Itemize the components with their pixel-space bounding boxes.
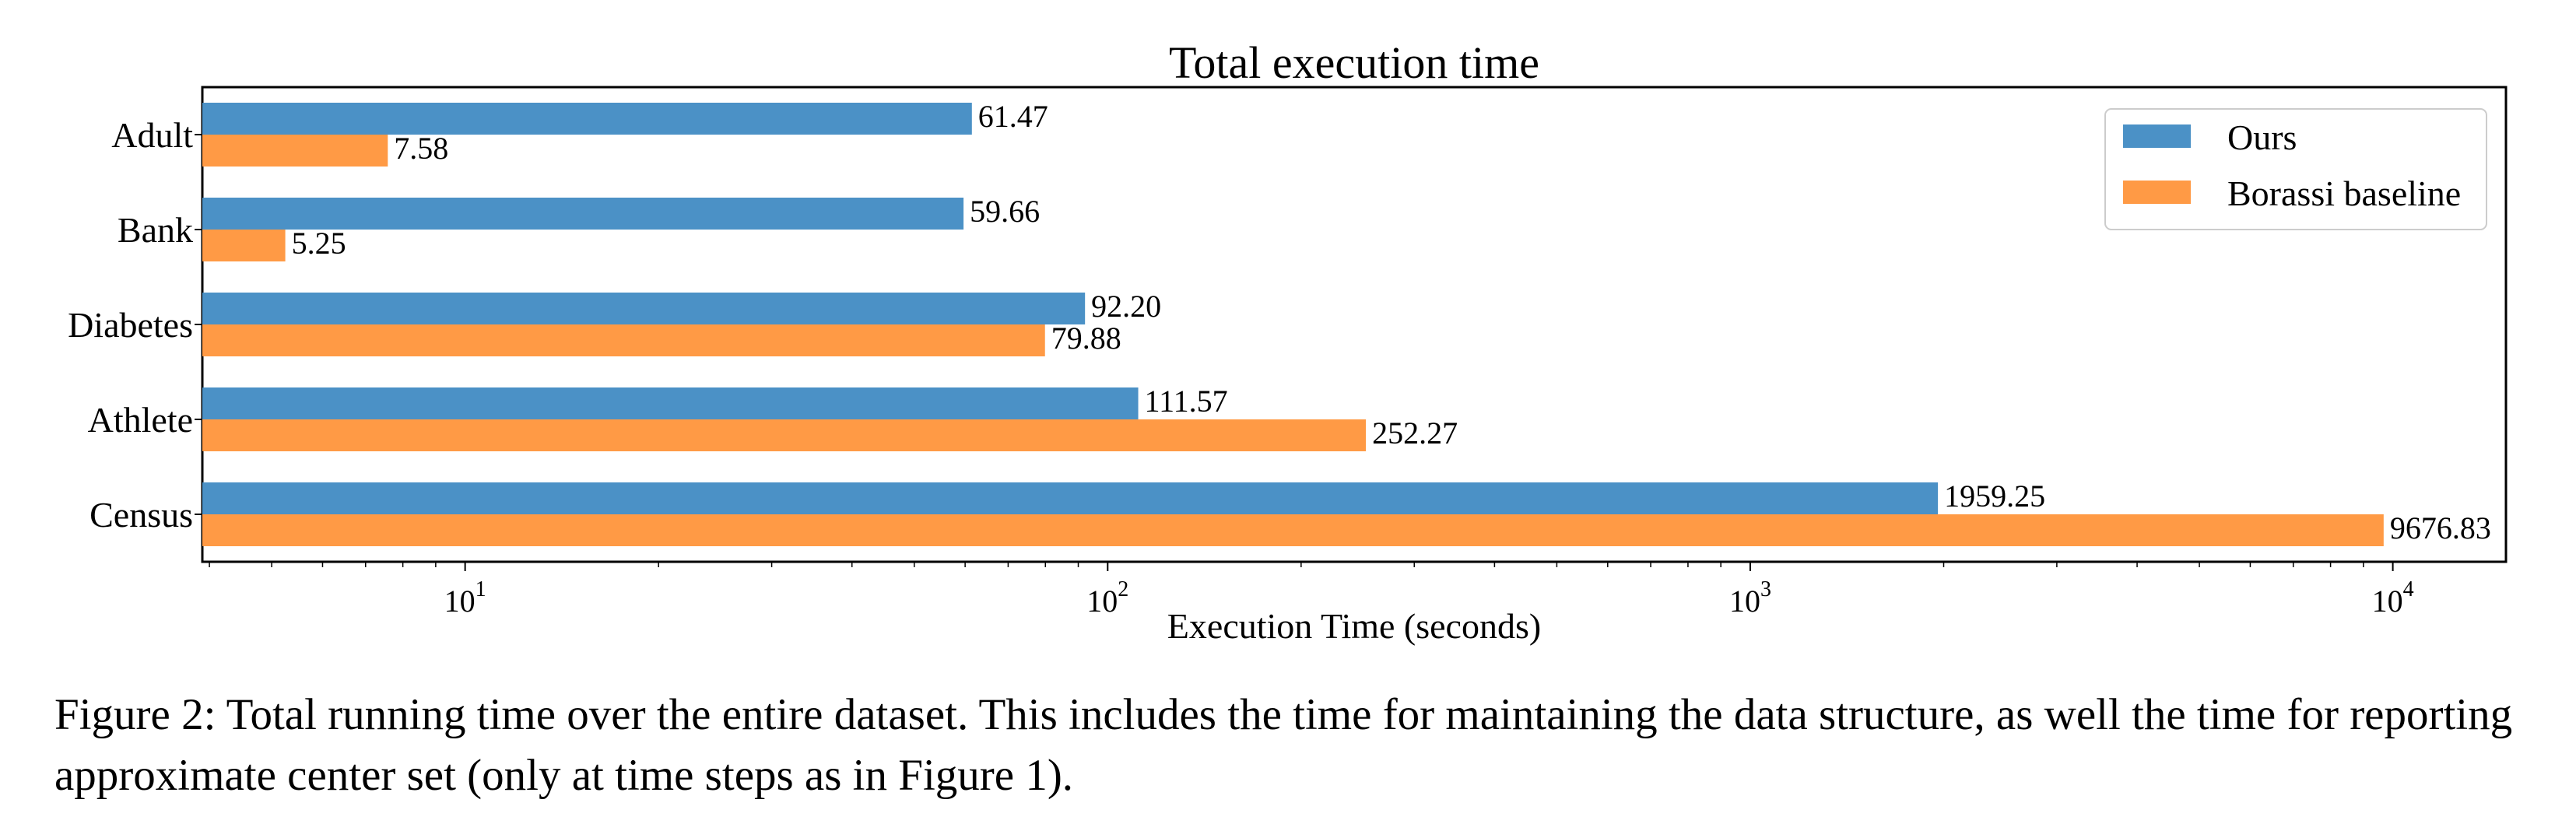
bar-census-borassi: [202, 514, 2384, 546]
x-axis-ticks: 101 102 103 104: [209, 562, 2414, 619]
bar-value-label: 7.58: [394, 131, 448, 166]
legend-label-ours: Ours: [2227, 117, 2297, 157]
bar-athlete-ours: [202, 387, 1139, 419]
bar-adult-borassi: [202, 135, 388, 167]
bar-value-label: 79.88: [1051, 321, 1121, 356]
bar-athlete-borassi: [202, 419, 1367, 451]
y-tick-label-diabetes: Diabetes: [68, 305, 193, 345]
legend-swatch-borassi: [2123, 181, 2191, 204]
bar-diabetes-borassi: [202, 324, 1045, 356]
bar-adult-ours: [202, 103, 972, 135]
bar-value-label: 61.47: [978, 99, 1048, 134]
x-axis-label: Execution Time (seconds): [1167, 606, 1541, 646]
bar-value-label: 5.25: [292, 226, 346, 261]
legend-label-borassi: Borassi baseline: [2227, 174, 2461, 213]
y-tick-label-adult: Adult: [111, 115, 193, 155]
bar-value-label: 111.57: [1145, 384, 1228, 419]
y-tick-label-census: Census: [89, 495, 193, 535]
legend-frame: [2104, 108, 2487, 230]
x-tick-label: 103: [1729, 577, 1771, 619]
bar-bank-ours: [202, 198, 964, 230]
legend-swatch-ours: [2123, 124, 2191, 148]
legend: Ours Borassi baseline: [2104, 108, 2487, 230]
x-tick-label: 101: [444, 577, 486, 619]
y-tick-label-bank: Bank: [118, 210, 193, 250]
bar-value-label: 59.66: [970, 194, 1040, 229]
x-tick-label: 102: [1086, 577, 1128, 619]
chart-title: Total execution time: [1169, 37, 1539, 88]
y-tick-label-athlete: Athlete: [88, 400, 193, 440]
bar-value-label: 92.20: [1091, 289, 1161, 324]
bar-bank-borassi: [202, 230, 286, 261]
bar-value-label: 252.27: [1372, 415, 1458, 451]
y-axis-labels: Adult Bank Diabetes Athlete Census: [68, 115, 202, 535]
x-tick-label: 104: [2372, 577, 2414, 619]
bar-diabetes-ours: [202, 293, 1086, 324]
figure-caption: Figure 2: Total running time over the en…: [54, 690, 2513, 800]
bar-value-label: 9676.83: [2390, 510, 2491, 545]
bar-value-label: 1959.25: [1944, 479, 2045, 514]
bar-census-ours: [202, 482, 1939, 514]
